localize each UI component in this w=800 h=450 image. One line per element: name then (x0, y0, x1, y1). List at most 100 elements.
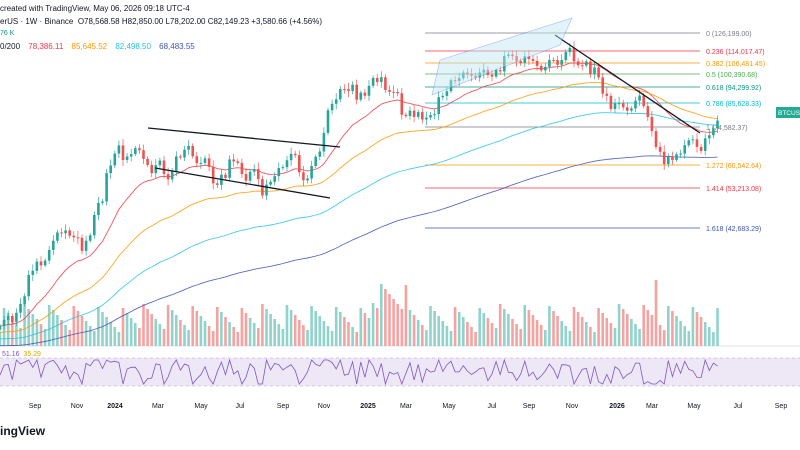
x-tick-label: Sep (29, 403, 42, 410)
candle-body (658, 146, 662, 152)
candle-body (142, 150, 145, 159)
volume-bar (650, 315, 654, 346)
volume-bar (93, 331, 96, 346)
x-tick-label: Sep (523, 403, 536, 410)
volume-bar (539, 325, 543, 346)
volume-bar (609, 323, 613, 346)
volume-bar (498, 304, 502, 346)
volume-bar (52, 310, 55, 346)
candle-body (257, 169, 260, 180)
volume-bar (519, 329, 522, 346)
rsi-line (0, 358, 718, 386)
volume-bar (68, 330, 71, 346)
volume-bar (105, 317, 108, 346)
volume-bar (84, 321, 88, 346)
candle-body (589, 61, 592, 75)
volume-bar (564, 326, 568, 346)
ema-value-1: 78,386.11 (28, 42, 64, 51)
volume-bar (634, 324, 637, 346)
fib-label-7: 1.272 (60,542.64) (706, 163, 761, 170)
volume-bar (293, 315, 297, 346)
candle-body (314, 156, 317, 167)
candle-body (273, 176, 276, 182)
volume-bar (593, 332, 596, 346)
rising-channel (431, 17, 573, 96)
volume-bar (240, 308, 244, 346)
candle-body (626, 107, 629, 111)
ema-line-100 (0, 112, 718, 340)
volume-bar (187, 330, 190, 346)
candle-body (470, 74, 473, 76)
candle-body (64, 230, 67, 234)
candle-body (146, 158, 149, 165)
volume-bar (162, 329, 166, 346)
candle-body (703, 138, 707, 151)
candle-body (482, 69, 486, 73)
candle-body (392, 91, 395, 93)
candle-body (326, 110, 330, 133)
volume-bar (43, 329, 47, 346)
volume-bar (281, 329, 285, 346)
candle-body (2, 319, 6, 326)
candle-body (523, 56, 527, 64)
header-ohlc: O78,568.58 H82,850.00 L78,202.00 C82,149… (77, 17, 323, 26)
volume-bar (183, 325, 186, 346)
volume-bar (117, 332, 121, 346)
candle-body (105, 173, 108, 202)
volume-bar (72, 306, 76, 346)
volume-bar (318, 316, 322, 346)
volume-bar (523, 305, 527, 346)
volume-bar (445, 326, 449, 346)
candle-body (671, 156, 674, 160)
volume-bar (605, 318, 609, 346)
volume-bar (708, 327, 711, 346)
candle-body (265, 184, 268, 196)
candle-body (84, 240, 88, 251)
rsi-value: 51.16 (2, 351, 20, 358)
x-tick-label: Sep (277, 403, 290, 410)
candle-body (367, 85, 371, 96)
candle-body (474, 75, 477, 78)
volume-bar (396, 304, 399, 346)
candle-body (716, 120, 719, 129)
volume-bar (646, 310, 650, 346)
candle-body (683, 145, 686, 154)
candle-body (158, 160, 162, 166)
volume-bar (675, 316, 678, 346)
candle-body (519, 61, 522, 64)
candle-body (330, 103, 334, 111)
header-volume-fragment: 76 K (0, 30, 15, 37)
volume-bar (638, 329, 641, 346)
ema-line-50 (0, 81, 718, 333)
candle-body (613, 103, 617, 110)
fib-label-0: 0 (126,199.00) (706, 31, 752, 38)
volume-bar (207, 326, 211, 346)
candle-body (170, 171, 174, 180)
candle-body (585, 61, 588, 66)
candle-body (421, 112, 424, 120)
candle-body (576, 61, 580, 66)
candle-body (466, 72, 469, 75)
volume-bar (314, 311, 317, 346)
volume-bar (630, 319, 633, 346)
symbol-tag: BTCUSD (778, 110, 800, 117)
candle-body (535, 60, 539, 66)
volume-bar (150, 314, 153, 346)
volume-bar (232, 327, 235, 346)
volume-bar (400, 309, 404, 346)
candle-body (515, 56, 518, 62)
volume-bar (121, 308, 125, 346)
candle-body (334, 99, 338, 104)
candle-body (396, 91, 399, 94)
candle-body (97, 202, 100, 216)
volume-bar (326, 326, 330, 346)
candle-body (634, 100, 637, 109)
candle-body (433, 114, 436, 116)
volume-bar (597, 308, 600, 346)
candle-body (298, 155, 301, 173)
header-timestamp: May 06, 2026 09:18 UTC-4 (93, 4, 190, 13)
candle-body (646, 106, 650, 117)
volume-bar (429, 306, 432, 346)
candle-body (441, 95, 445, 98)
fib-label-2: 0.382 (106,481.45) (706, 61, 765, 68)
